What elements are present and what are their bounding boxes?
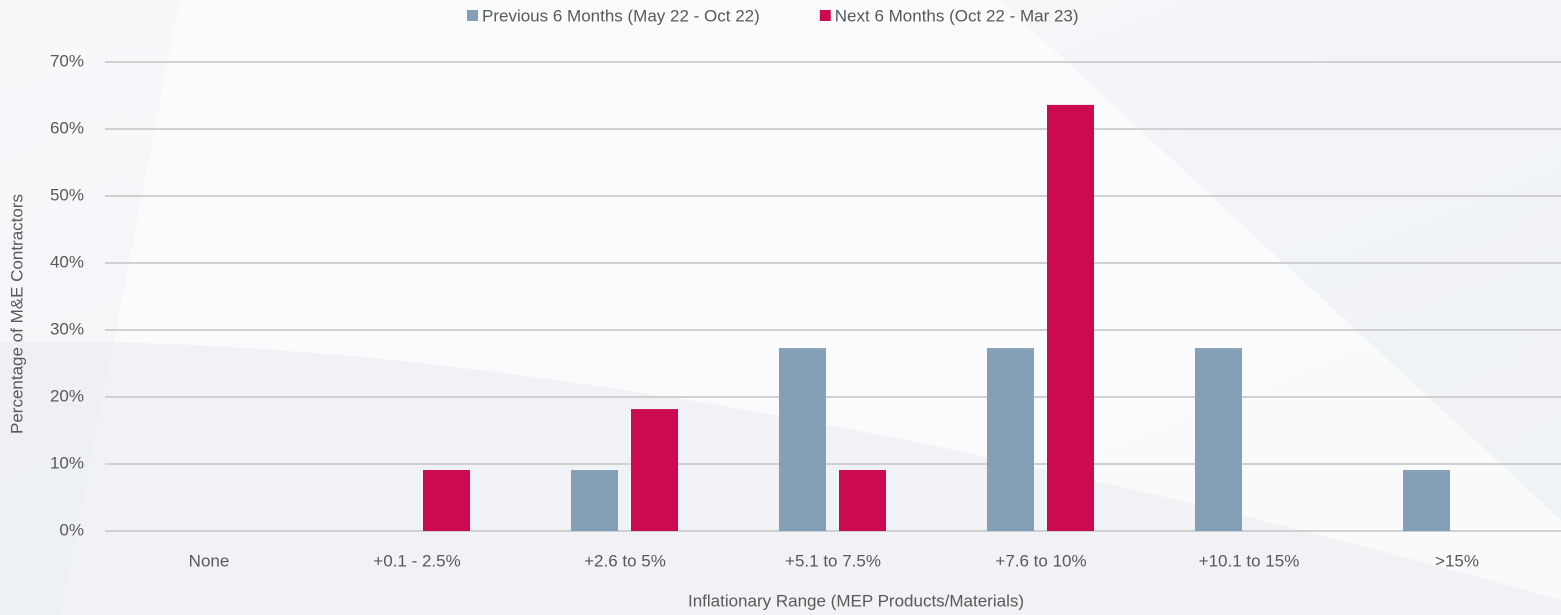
y-tick-label: 50% <box>50 185 84 204</box>
y-tick-label: 10% <box>50 453 84 472</box>
bar <box>987 348 1034 531</box>
y-tick-label: 30% <box>50 319 84 338</box>
y-tick-label: 20% <box>50 386 84 405</box>
x-tick-label: +5.1 to 7.5% <box>785 551 881 570</box>
y-tick-label: 40% <box>50 252 84 271</box>
x-tick-label: +7.6 to 10% <box>995 551 1086 570</box>
bar <box>571 470 618 531</box>
legend-swatch <box>467 10 478 21</box>
bar <box>1047 104 1094 531</box>
x-tick-label: None <box>189 551 230 570</box>
y-tick-label: 70% <box>50 51 84 70</box>
x-tick-label: >15% <box>1435 551 1479 570</box>
y-tick-label: 60% <box>50 118 84 137</box>
bar <box>423 470 470 531</box>
bar <box>631 409 678 531</box>
bar <box>1195 348 1242 531</box>
bar <box>1403 470 1450 531</box>
x-tick-label: +0.1 - 2.5% <box>373 551 460 570</box>
y-axis-title: Percentage of M&E Contractors <box>7 194 26 434</box>
legend-label: Next 6 Months (Oct 22 - Mar 23) <box>835 6 1079 25</box>
legend-label: Previous 6 Months (May 22 - Oct 22) <box>482 6 760 25</box>
x-tick-label: +10.1 to 15% <box>1199 551 1300 570</box>
x-axis-title: Inflationary Range (MEP Products/Materia… <box>688 591 1024 610</box>
bar <box>779 348 826 531</box>
legend-swatch <box>819 10 831 21</box>
bar <box>839 470 886 531</box>
y-tick-label: 0% <box>59 520 84 539</box>
x-tick-label: +2.6 to 5% <box>584 551 666 570</box>
